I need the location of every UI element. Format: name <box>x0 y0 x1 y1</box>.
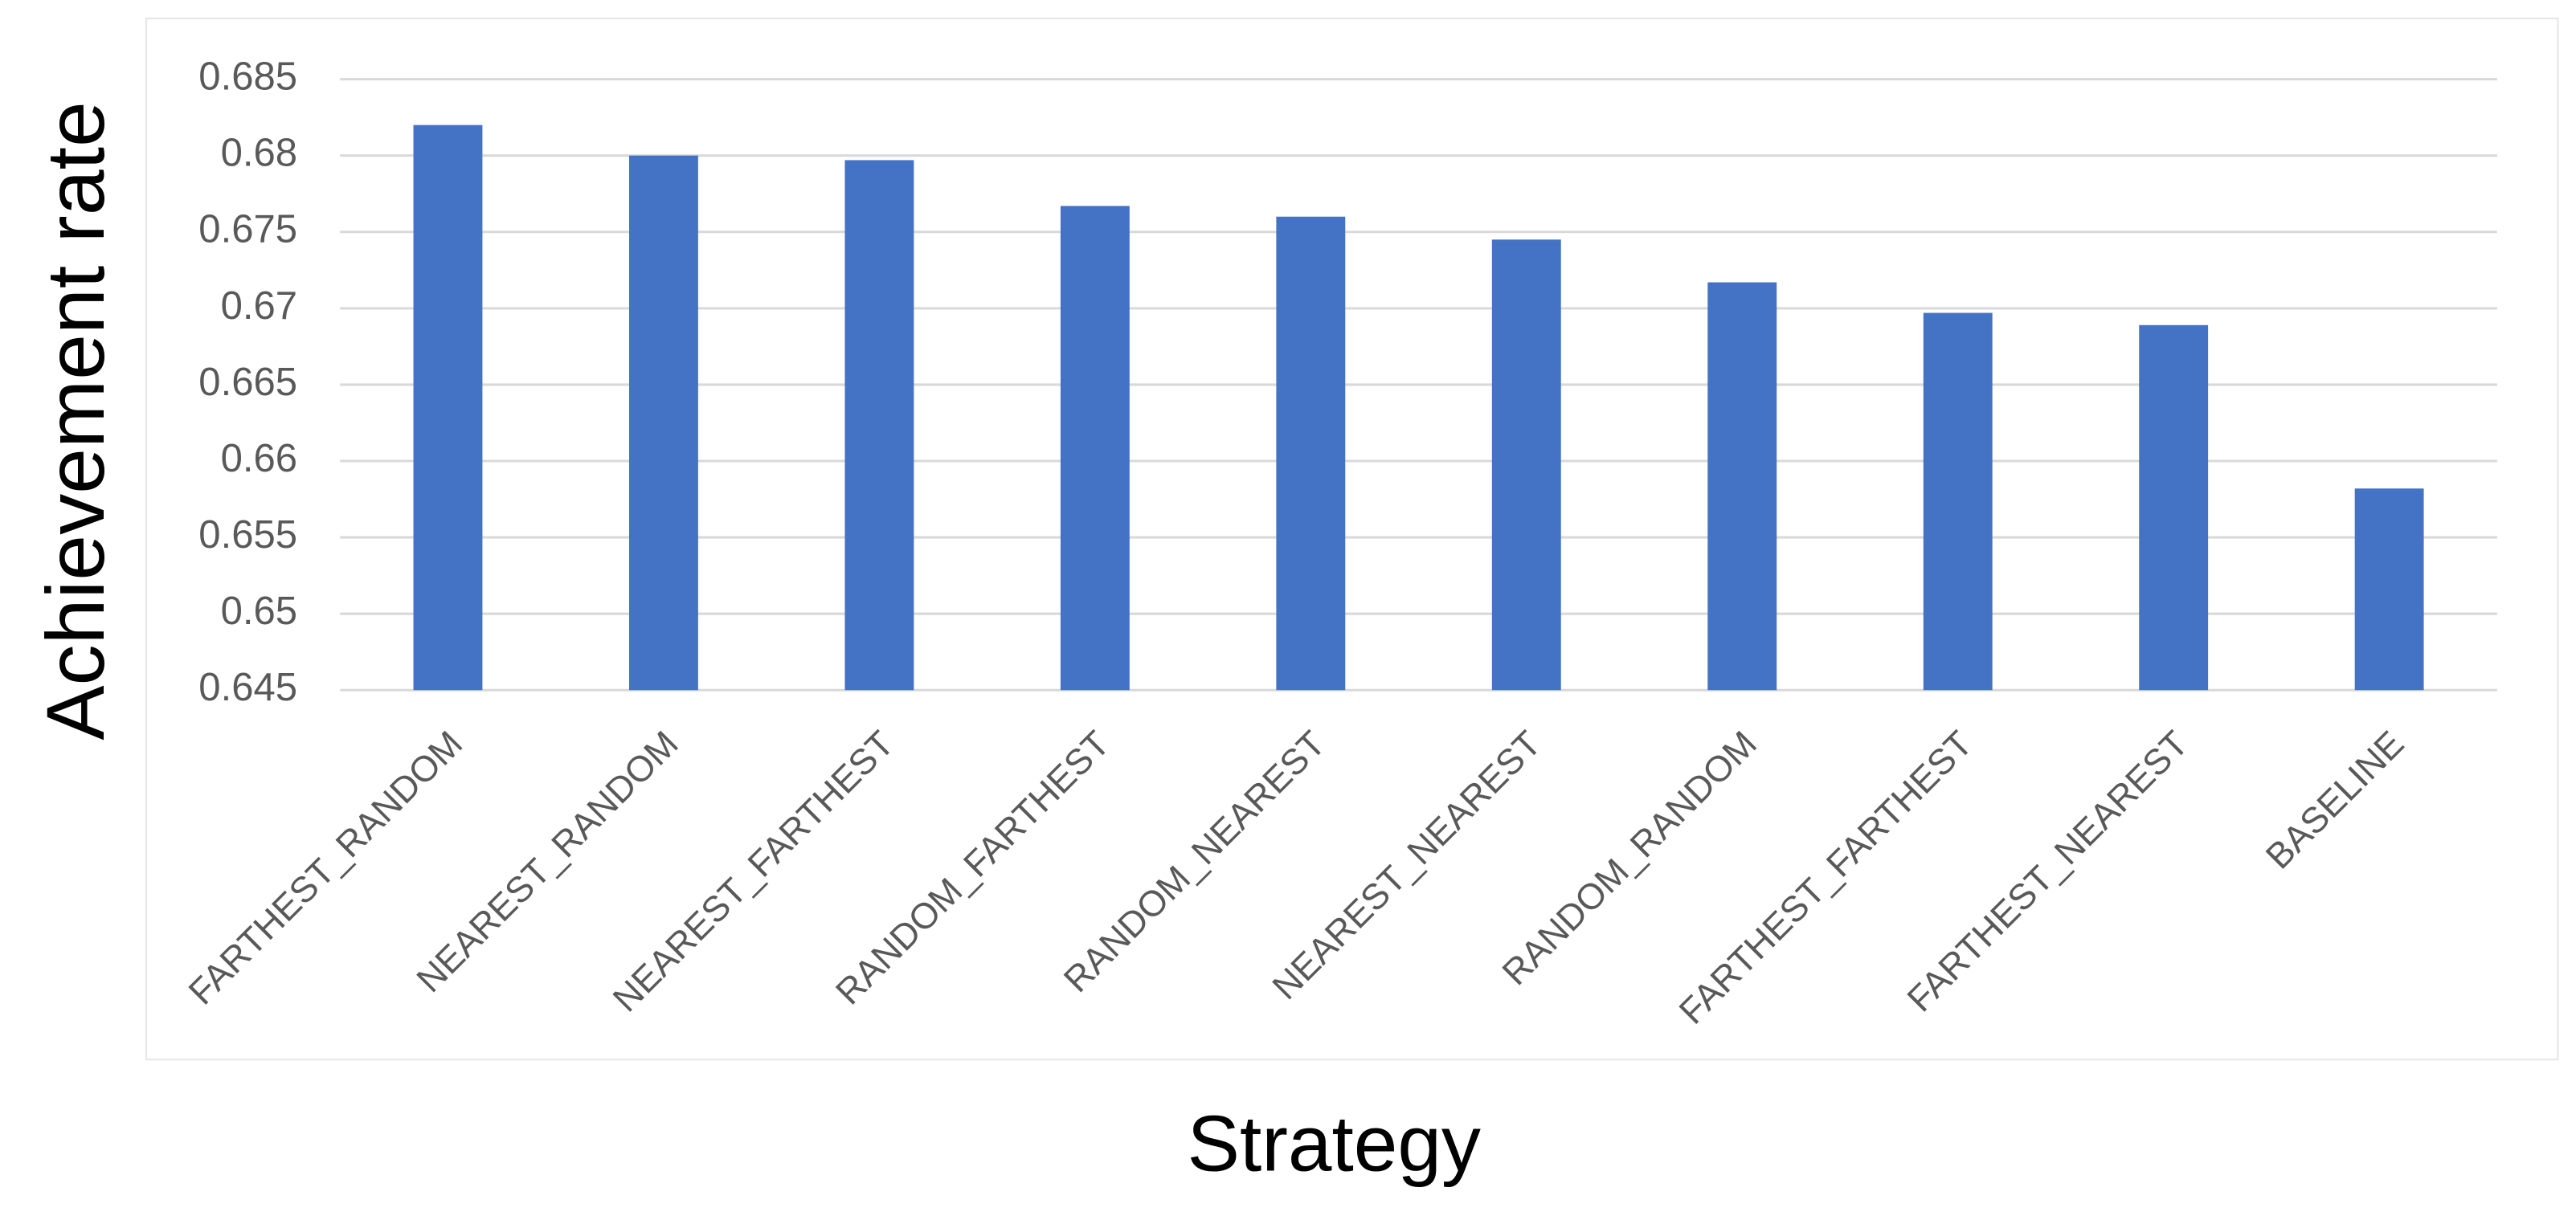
bar <box>844 160 914 691</box>
bar <box>1276 216 1346 691</box>
bar <box>1923 312 1993 691</box>
bar <box>1707 282 1777 691</box>
bar <box>1491 239 1561 691</box>
x-axis-label: Strategy <box>1188 1100 1481 1188</box>
y-tick-label: 0.655 <box>198 513 297 557</box>
y-tick-label: 0.665 <box>198 361 297 404</box>
y-tick-label: 0.685 <box>198 55 297 99</box>
bar <box>1060 206 1130 691</box>
bar <box>628 155 698 691</box>
y-tick-label: 0.66 <box>221 437 298 480</box>
y-tick-label: 0.675 <box>198 208 297 251</box>
bar <box>413 124 483 691</box>
y-axis-label: Achievement rate <box>29 101 121 740</box>
bar <box>2139 324 2209 691</box>
y-tick-label: 0.645 <box>198 666 297 709</box>
y-tick-label: 0.68 <box>221 132 298 175</box>
y-tick-label: 0.67 <box>221 284 298 328</box>
y-tick-label: 0.65 <box>221 590 298 633</box>
bar <box>2354 488 2424 691</box>
